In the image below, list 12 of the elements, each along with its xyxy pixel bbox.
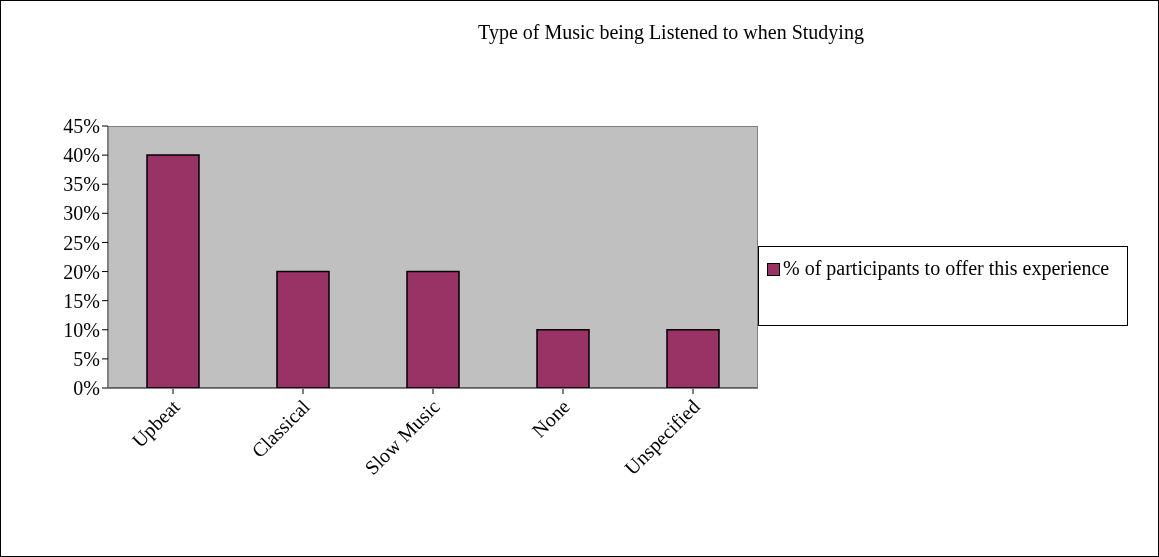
y-tick-label: 20%	[63, 260, 100, 283]
y-tick-label: 45%	[63, 115, 100, 138]
chart-title: Type of Music being Listened to when Studying	[477, 21, 865, 44]
y-tick-label: 15%	[63, 289, 100, 312]
y-tick-label: 30%	[63, 202, 100, 225]
y-tick-label: 40%	[63, 144, 100, 167]
y-tick-label: 25%	[63, 231, 100, 254]
y-tick-label: 10%	[63, 318, 100, 341]
legend-label: % of participants to offer this experience	[783, 257, 1110, 280]
y-tick-label: 0%	[73, 377, 100, 400]
y-tick-label: 35%	[63, 173, 100, 196]
y-tick-label: 5%	[73, 347, 100, 370]
